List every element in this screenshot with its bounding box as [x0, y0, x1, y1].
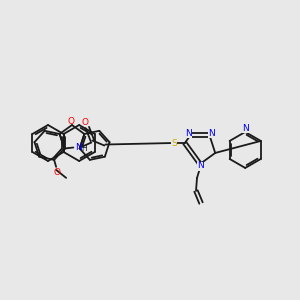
Text: O: O — [82, 118, 89, 127]
Text: N: N — [75, 143, 82, 152]
Text: S: S — [171, 139, 177, 148]
Text: H: H — [81, 144, 87, 153]
Text: N: N — [242, 124, 249, 134]
Text: N: N — [208, 129, 215, 138]
Text: N: N — [196, 161, 203, 170]
Text: O: O — [68, 118, 74, 127]
Text: O: O — [54, 168, 61, 177]
Text: N: N — [185, 129, 192, 138]
